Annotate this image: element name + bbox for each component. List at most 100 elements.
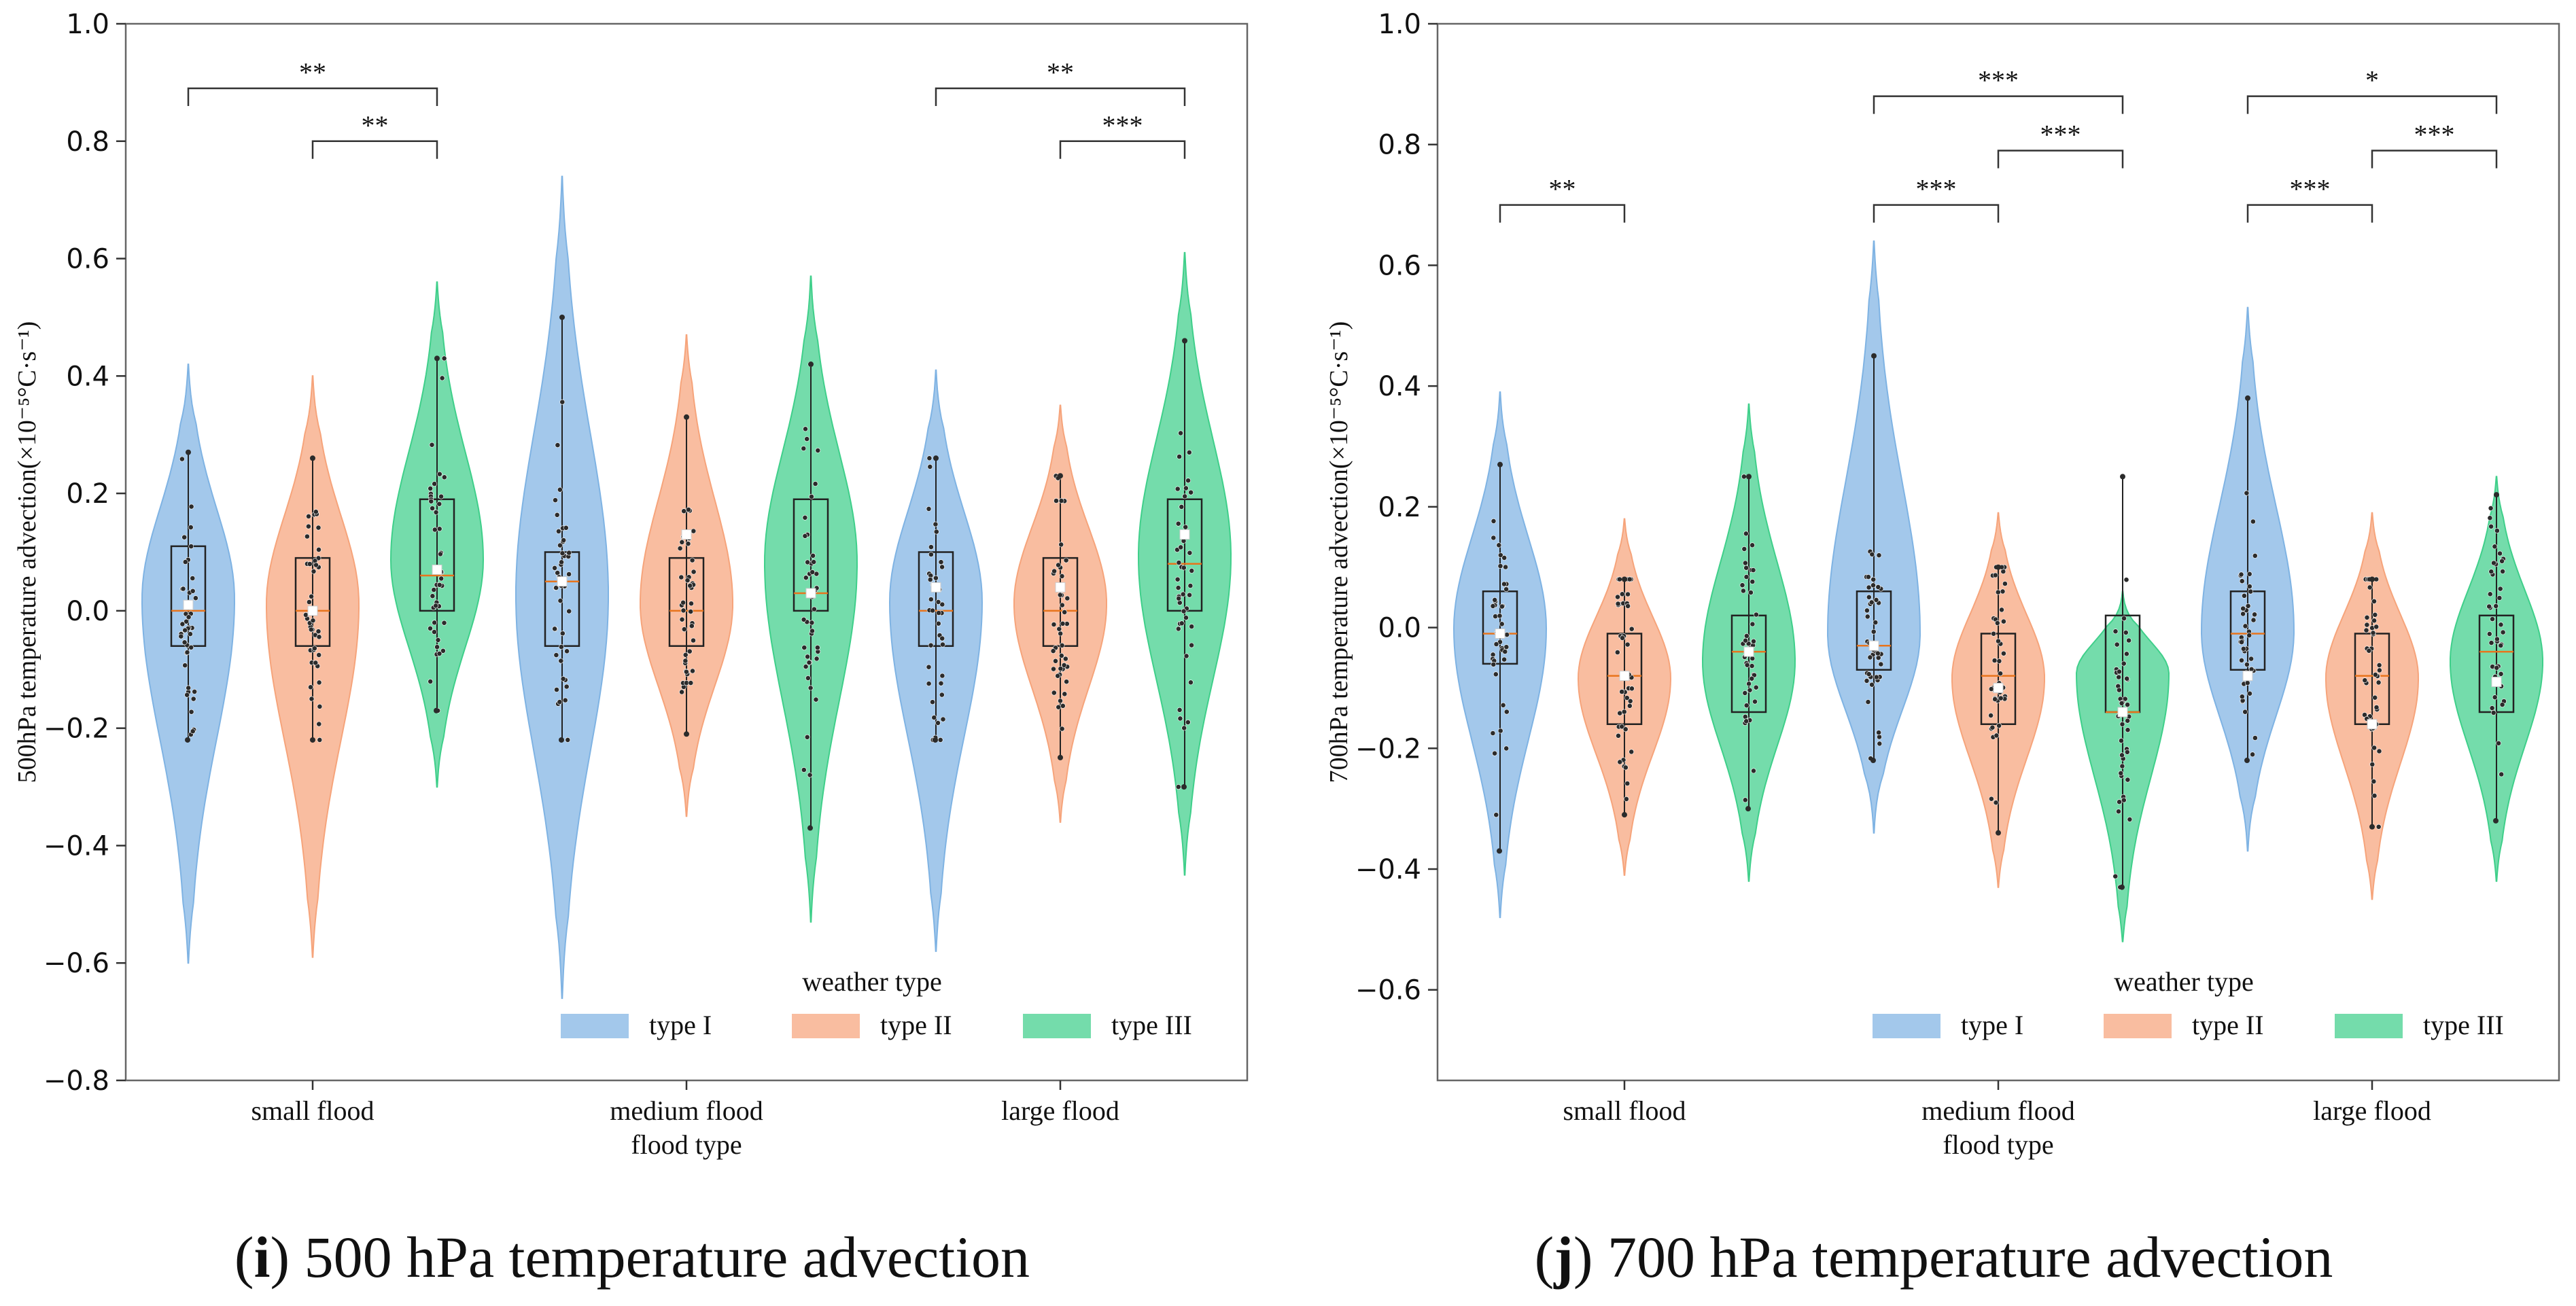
data-point	[2498, 622, 2504, 628]
data-point	[1055, 673, 1061, 679]
data-point	[2371, 793, 2378, 798]
bracket-line	[2246, 204, 2373, 223]
data-point	[802, 514, 808, 520]
data-point	[1056, 704, 1062, 710]
y-tick-label: 0.6	[1378, 250, 1421, 281]
data-point	[1744, 662, 1750, 668]
data-point	[557, 542, 563, 548]
mean-marker	[805, 588, 816, 599]
data-point	[1996, 638, 2001, 644]
data-point	[2499, 771, 2505, 777]
significance-label: ***	[2290, 174, 2331, 205]
data-point	[557, 699, 563, 705]
box	[2229, 590, 2266, 671]
mean-marker	[2242, 671, 2253, 682]
data-point	[1490, 603, 1496, 609]
data-point	[686, 648, 693, 654]
data-point	[428, 679, 434, 684]
data-point	[689, 557, 695, 563]
data-point	[182, 663, 188, 669]
data-point	[813, 696, 819, 703]
data-point	[1629, 749, 1635, 755]
box	[1856, 590, 1892, 671]
data-point	[1866, 584, 1872, 590]
data-point	[2499, 558, 2505, 564]
data-point	[436, 471, 442, 477]
data-point	[2372, 672, 2378, 677]
data-point	[2375, 824, 2382, 830]
data-point	[306, 599, 312, 605]
data-point	[2492, 544, 2498, 550]
data-point	[315, 525, 321, 531]
data-point	[2119, 701, 2125, 706]
data-point	[1057, 592, 1063, 598]
data-point	[1501, 581, 1507, 587]
data-point	[436, 582, 442, 588]
data-point	[2497, 550, 2503, 557]
data-point	[1869, 551, 1875, 557]
violin-medium-flood-type-i	[515, 175, 609, 1000]
data-point	[687, 583, 693, 588]
data-point	[1182, 338, 1187, 344]
data-point	[1502, 649, 1508, 654]
data-point	[440, 648, 446, 654]
data-point	[1615, 601, 1621, 607]
data-point	[1619, 591, 1625, 597]
data-point	[2000, 650, 2006, 656]
data-point	[1177, 707, 1183, 713]
x-tick-label-small-flood: small flood	[251, 1095, 374, 1126]
data-point	[559, 644, 564, 650]
data-point	[316, 634, 322, 640]
data-point	[435, 637, 441, 643]
data-point	[2239, 657, 2244, 663]
data-point	[2371, 779, 2377, 784]
data-point	[804, 734, 810, 740]
data-point	[315, 629, 321, 635]
data-point	[2117, 799, 2122, 805]
data-point	[188, 709, 194, 715]
data-point	[2239, 578, 2245, 584]
data-point	[2366, 648, 2372, 654]
data-point	[2494, 636, 2500, 642]
data-point	[812, 481, 818, 487]
significance-bracket: ***	[2371, 120, 2498, 169]
data-point	[1499, 603, 1505, 610]
data-point	[2126, 637, 2131, 643]
data-point	[928, 642, 934, 648]
data-point	[805, 559, 810, 565]
bracket-line	[1997, 149, 2124, 169]
data-point	[316, 721, 322, 727]
mean-marker	[1179, 529, 1190, 540]
data-point	[1743, 703, 1750, 709]
data-point	[1873, 674, 1879, 680]
data-point	[1497, 563, 1503, 569]
data-point	[560, 676, 566, 682]
bracket-line	[1499, 204, 1626, 223]
data-point	[1175, 585, 1181, 590]
data-point	[2498, 671, 2504, 677]
data-point	[933, 521, 939, 527]
data-point	[2122, 696, 2128, 702]
y-tick-label: 0.2	[1378, 492, 1421, 523]
data-point	[1752, 699, 1758, 705]
violin-small-flood-type-ii	[1577, 518, 1672, 876]
box	[668, 557, 705, 647]
data-point	[559, 559, 564, 565]
data-point	[559, 314, 565, 320]
data-point	[1493, 812, 1499, 818]
data-point	[807, 772, 813, 778]
data-point	[938, 680, 944, 686]
data-point	[688, 680, 694, 686]
data-point	[1747, 590, 1754, 595]
data-point	[434, 644, 440, 650]
data-point	[684, 669, 689, 675]
data-point	[1876, 552, 1882, 559]
data-point	[935, 620, 941, 626]
x-axis-label: flood type	[1943, 1129, 2053, 1160]
data-point	[1619, 689, 1625, 694]
data-point	[1490, 730, 1496, 736]
data-point	[2500, 569, 2505, 574]
data-point	[1497, 461, 1503, 467]
data-point	[2124, 749, 2130, 755]
